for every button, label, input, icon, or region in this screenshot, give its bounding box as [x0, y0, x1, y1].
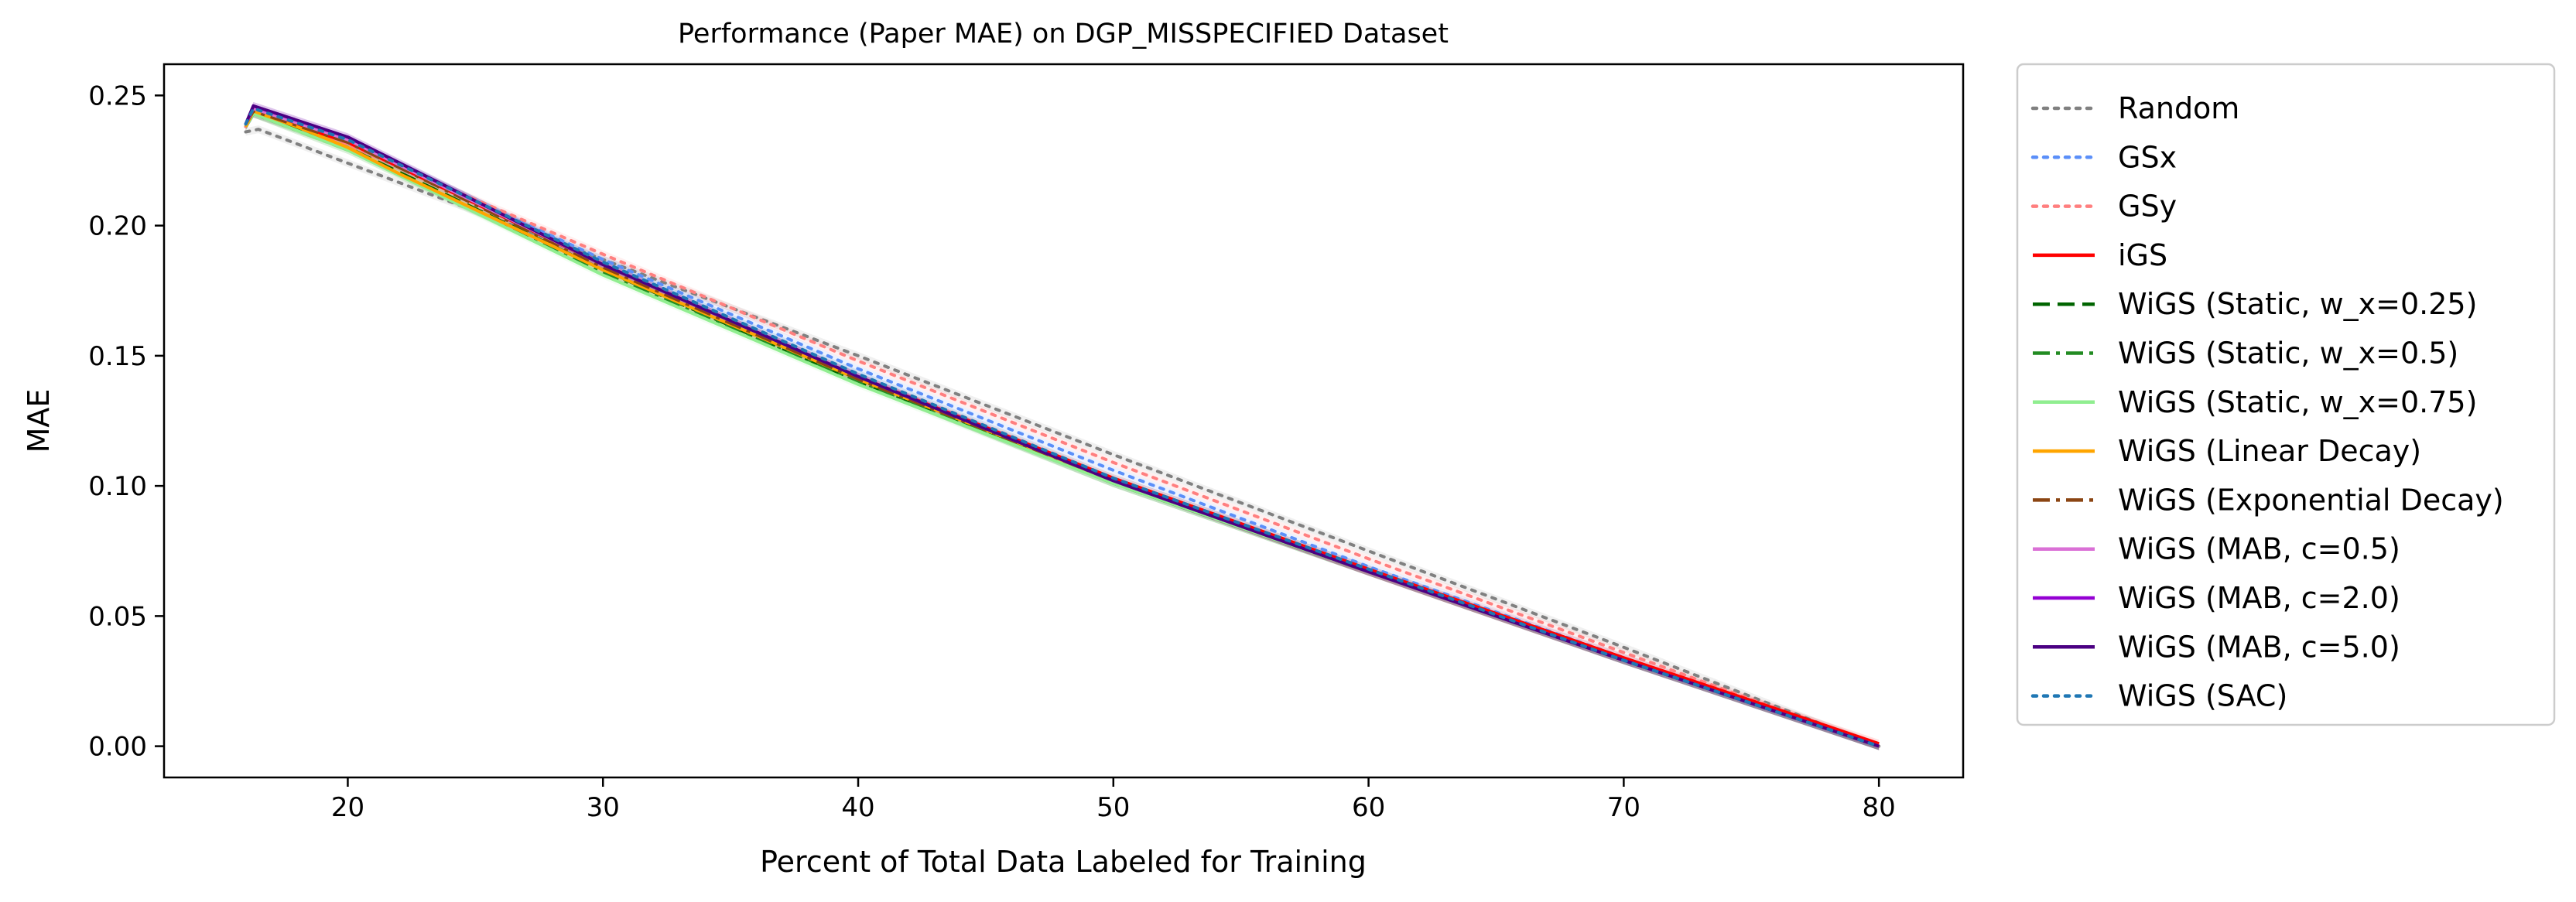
x-tick-label: 50 [1096, 792, 1130, 823]
legend-label: Random [2118, 91, 2239, 125]
x-tick-label: 70 [1607, 792, 1640, 823]
y-tick-label: 0.00 [88, 732, 147, 763]
legend-label: GSy [2118, 190, 2177, 224]
x-tick-label: 40 [841, 792, 874, 823]
series-line [244, 104, 1880, 748]
plot-area [244, 101, 1881, 750]
legend-label: GSx [2118, 140, 2177, 174]
legend: Random GSx GSy iGS WiGS (Static, w_x=0.25) Wi… [2016, 63, 2556, 726]
legend-label: WiGS (SAC) [2118, 679, 2287, 713]
y-tick-label: 0.25 [88, 80, 147, 111]
series-line [244, 111, 1881, 748]
legend-label: iGS [2118, 238, 2167, 272]
y-tick-label: 0.15 [88, 341, 147, 372]
legend-label: WiGS (Static, w_x=0.25) [2118, 287, 2477, 321]
chart-title: Performance (Paper MAE) on DGP_MISSPECIF… [678, 19, 1449, 50]
plot-frame [162, 63, 1965, 779]
legend-label: WiGS (MAB, c=5.0) [2118, 630, 2400, 664]
y-tick-label: 0.20 [88, 211, 147, 242]
series-band [245, 125, 1880, 750]
y-axis: 0.00 0.05 0.10 0.15 0.20 0.25 [88, 80, 164, 763]
legend-label: WiGS (Static, w_x=0.5) [2118, 337, 2458, 371]
x-tick-label: 80 [1863, 792, 1896, 823]
legend-label: WiGS (Static, w_x=0.75) [2118, 385, 2477, 419]
x-axis: 20 30 40 50 60 70 80 [331, 777, 1896, 823]
legend-frame [2016, 63, 2556, 726]
series-line [244, 128, 1881, 748]
series-band [245, 109, 1880, 750]
y-tick-label: 0.05 [88, 601, 147, 632]
x-tick-label: 30 [587, 792, 620, 823]
x-tick-label: 20 [331, 792, 364, 823]
legend-label: WiGS (Exponential Decay) [2118, 483, 2504, 517]
x-axis-title: Percent of Total Data Labeled for Traini… [760, 845, 1367, 879]
legend-label: WiGS (Linear Decay) [2118, 434, 2421, 468]
y-tick-label: 0.10 [88, 471, 147, 502]
y-axis-title: MAE [22, 389, 56, 453]
legend-label: WiGS (MAB, c=2.0) [2118, 581, 2400, 615]
x-tick-label: 60 [1352, 792, 1385, 823]
legend-label: WiGS (MAB, c=0.5) [2118, 532, 2400, 566]
